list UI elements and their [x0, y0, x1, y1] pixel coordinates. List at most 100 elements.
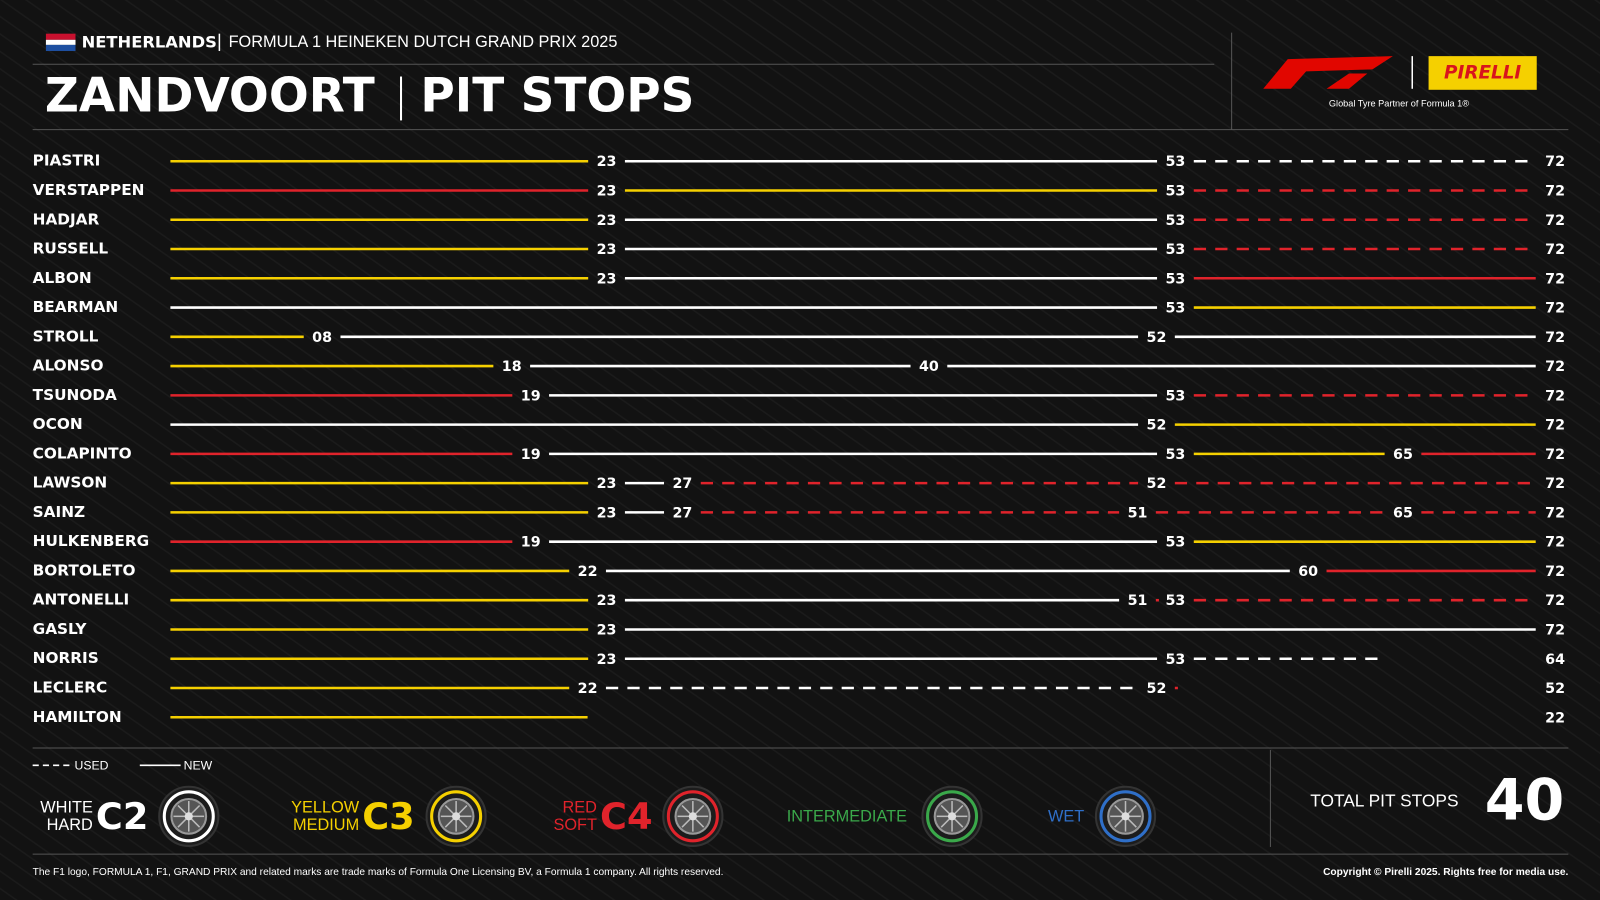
country: NETHERLANDS [82, 32, 217, 51]
lap-label: 53 [1165, 271, 1185, 287]
lap-label: 53 [1165, 535, 1185, 551]
driver-name: HAMILTON [33, 708, 122, 726]
lap-label: 72 [1545, 447, 1565, 463]
partner-tagline: Global Tyre Partner of Formula 1® [1329, 99, 1469, 109]
lap-label: 72 [1545, 242, 1565, 258]
footer-left: The F1 logo, FORMULA 1, F1, GRAND PRIX a… [33, 867, 724, 878]
lap-label: 72 [1545, 154, 1565, 170]
lap-label: 23 [597, 505, 617, 521]
driver-name: BORTOLETO [33, 561, 136, 579]
compound-code: C2 [96, 795, 149, 838]
footer-right: Copyright © Pirelli 2025. Rights free fo… [1323, 867, 1568, 878]
lap-label: 72 [1545, 271, 1565, 287]
lap-label: 53 [1165, 388, 1185, 404]
lap-label: 72 [1545, 535, 1565, 551]
lap-label: 72 [1545, 388, 1565, 404]
driver-name: RUSSELL [33, 240, 109, 258]
lap-label: 52 [1545, 681, 1565, 697]
compound-code: C3 [362, 795, 415, 838]
total-value: 40 [1485, 768, 1565, 834]
lap-label: 64 [1545, 652, 1565, 668]
driver-name: ANTONELLI [33, 591, 130, 609]
lap-label: 23 [597, 593, 617, 609]
lap-label: 23 [597, 476, 617, 492]
lap-label: 19 [521, 447, 541, 463]
flag [45, 33, 76, 52]
driver-name: NORRIS [33, 649, 99, 667]
tyre-band [430, 790, 483, 843]
compound-hardness: MEDIUM [293, 816, 359, 834]
tyre-band [1099, 790, 1152, 843]
lap-label: 23 [597, 622, 617, 638]
lap-label: 22 [1545, 710, 1565, 726]
driver-name: STROLL [33, 327, 99, 345]
lap-label: 22 [578, 564, 598, 580]
lap-label: 52 [1147, 330, 1167, 346]
lap-label: 52 [1147, 418, 1167, 434]
driver-name: ALONSO [33, 357, 104, 375]
f1-logo [1263, 56, 1393, 89]
tyre-hub [452, 812, 461, 821]
lap-label: 72 [1545, 330, 1565, 346]
lap-label: 18 [502, 359, 522, 375]
lap-label: 51 [1128, 593, 1148, 609]
lap-label: 53 [1165, 652, 1185, 668]
lap-label: 72 [1545, 418, 1565, 434]
compound-colour: WHITE [40, 798, 93, 816]
lap-label: 23 [597, 271, 617, 287]
lap-label: 23 [597, 652, 617, 668]
lap-label: 27 [672, 505, 692, 521]
lap-label: 23 [597, 213, 617, 229]
driver-name: TSUNODA [33, 386, 117, 404]
driver-name: HADJAR [33, 210, 100, 228]
tyre-hub [1121, 812, 1130, 821]
lap-label: 65 [1393, 505, 1413, 521]
compound-hardness: SOFT [553, 816, 597, 834]
lap-label: 40 [919, 359, 939, 375]
compound-name: WET [1048, 808, 1084, 826]
tyre-band [162, 790, 215, 843]
driver-name: VERSTAPPEN [33, 181, 145, 199]
lap-label: 22 [578, 681, 598, 697]
lap-label: 53 [1165, 184, 1185, 200]
tyre-band [666, 790, 719, 843]
lap-label: 72 [1545, 476, 1565, 492]
pirelli-badge [1428, 56, 1537, 90]
lap-label: 72 [1545, 359, 1565, 375]
lap-label: 72 [1545, 622, 1565, 638]
driver-name: GASLY [33, 620, 88, 638]
driver-name: ALBON [33, 269, 92, 287]
lap-label: 23 [597, 154, 617, 170]
driver-name: LECLERC [33, 679, 108, 697]
lap-label: 19 [521, 535, 541, 551]
lap-label: 72 [1545, 184, 1565, 200]
lap-label: 51 [1128, 505, 1148, 521]
driver-name: BEARMAN [33, 298, 119, 316]
lap-label: 53 [1165, 154, 1185, 170]
lap-label: 72 [1545, 505, 1565, 521]
lap-label: 53 [1165, 301, 1185, 317]
lap-label: 72 [1545, 564, 1565, 580]
lap-label: 52 [1147, 681, 1167, 697]
compound-colour: RED [562, 798, 596, 816]
compound-colour: YELLOW [291, 798, 360, 816]
lap-label: 27 [672, 476, 692, 492]
lap-label: 23 [597, 184, 617, 200]
lap-label: 53 [1165, 447, 1185, 463]
lap-label: 08 [312, 330, 332, 346]
lap-label: 53 [1165, 242, 1185, 258]
tyre-hub [947, 812, 957, 821]
lap-label: 72 [1545, 301, 1565, 317]
driver-name: OCON [33, 415, 83, 433]
lap-label: 72 [1545, 593, 1565, 609]
driver-name: HULKENBERG [33, 532, 150, 550]
event: FORMULA 1 HEINEKEN DUTCH GRAND PRIX 2025 [229, 33, 618, 51]
compound-code: C4 [600, 795, 653, 838]
driver-name: SAINZ [33, 503, 85, 521]
lap-label: 52 [1147, 476, 1167, 492]
total-label: TOTAL PIT STOPS [1310, 791, 1458, 811]
title: PIT STOPS [420, 68, 694, 123]
lap-label: 72 [1545, 213, 1565, 229]
